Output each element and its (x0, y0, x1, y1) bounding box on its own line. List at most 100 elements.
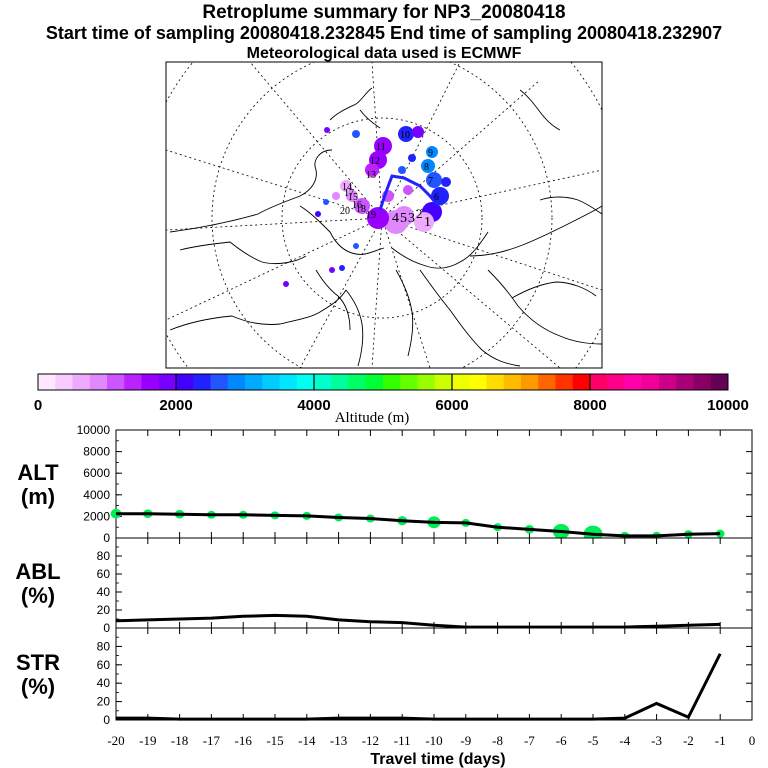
altitude-colorbar: 0 2000 4000 6000 8000 10000 (34, 373, 749, 414)
y-axis-unit: (%) (21, 583, 55, 608)
panel-alt: 0 2000 4000 6000 8000 10000 ALT(m) (17, 423, 753, 545)
map-label: 5 (400, 211, 407, 226)
colorbar-swatch (193, 374, 211, 390)
cluster-marker (398, 126, 414, 142)
x-tick-label: -17 (203, 733, 221, 748)
x-axis-label: Travel time (days) (370, 751, 505, 768)
colorbar-swatch (176, 374, 194, 390)
colorbar-swatch (624, 374, 643, 390)
series-line (115, 613, 721, 629)
colorbar-swatch (124, 374, 142, 390)
y-tick-label: 0 (103, 621, 110, 635)
map-label: 6 (434, 192, 439, 203)
x-tick-label: 0 (749, 733, 756, 748)
map-label: 20 (340, 206, 350, 217)
colorbar-swatch (693, 374, 712, 390)
colorbar-swatch (89, 374, 108, 390)
map-coastlines (169, 87, 602, 367)
colorbar-tick-label: 8000 (573, 397, 606, 414)
x-tick-label: -8 (492, 733, 503, 748)
colorbar-swatch (55, 374, 73, 390)
map-label: 14 (342, 182, 352, 193)
colorbar-swatch (383, 374, 401, 390)
sampling-time-line: Start time of sampling 20080418.232845 E… (45, 23, 723, 43)
y-axis-label: STR (16, 650, 60, 675)
y-tick-label: 20 (97, 695, 111, 709)
colorbar-swatch (348, 374, 367, 390)
colorbar-swatch (417, 374, 436, 390)
cluster-marker (421, 159, 435, 173)
colorbar-swatch (72, 374, 91, 390)
cluster-marker (384, 210, 408, 234)
map-label: 13 (366, 170, 376, 181)
x-tick-label: -12 (362, 733, 379, 748)
cluster-marker (315, 211, 321, 217)
map-label: 18 (356, 204, 366, 215)
map-label: 11 (376, 142, 386, 153)
colorbar-swatch (38, 374, 56, 390)
cluster-marker (403, 185, 413, 195)
y-tick-label: 40 (97, 585, 111, 599)
y-axis-unit: (%) (21, 674, 55, 699)
met-data-line: Meteorological data used is ECMWF (246, 45, 522, 62)
x-tick-label: -9 (460, 733, 471, 748)
map-label: 10 (400, 130, 410, 141)
x-tick-label: -14 (298, 733, 316, 748)
colorbar-swatch (452, 374, 470, 390)
x-tick-label: -4 (619, 733, 630, 748)
colorbar-swatch (314, 374, 332, 390)
y-tick-label: 60 (97, 658, 111, 672)
cluster-marker (323, 199, 329, 205)
x-tick-label: -20 (107, 733, 124, 748)
map-label: 8 (424, 162, 429, 173)
x-tick-label: -13 (330, 733, 347, 748)
y-axis-label: ABL (15, 559, 60, 584)
cluster-marker (340, 180, 352, 192)
cluster-marker (408, 154, 416, 162)
map-label: 3 (408, 211, 415, 226)
x-tick-label: -7 (524, 733, 535, 748)
colorbar-swatch (710, 374, 729, 390)
colorbar-swatch (210, 374, 229, 390)
cluster-marker (374, 137, 392, 155)
y-tick-label: 4000 (83, 488, 110, 502)
colorbar-swatch (521, 374, 539, 390)
map-label: 7 (428, 176, 433, 187)
cluster-marker (412, 126, 424, 138)
cluster-marker (414, 212, 434, 232)
colorbar-swatch (503, 374, 522, 390)
y-tick-label: 0 (103, 531, 110, 545)
trajectory-clusters (283, 126, 451, 287)
cluster-marker (339, 265, 345, 271)
cluster-marker (354, 198, 370, 214)
x-tick-label: -5 (588, 733, 599, 748)
colorbar-swatch (659, 374, 677, 390)
series-line (116, 512, 721, 538)
colorbar-tick-label: 0 (34, 397, 42, 414)
colorbar-swatch (590, 374, 608, 390)
y-tick-label: 60 (97, 567, 111, 581)
mean-trajectory-line (378, 174, 440, 211)
map-label: 17 (344, 188, 354, 199)
x-tick-label: -19 (139, 733, 156, 748)
colorbar-swatch (141, 374, 160, 390)
colorbar-tick-label: 2000 (159, 397, 192, 414)
x-tick-label: -2 (683, 733, 694, 748)
cluster-marker (329, 267, 335, 273)
x-tick-label: -10 (425, 733, 442, 748)
y-axis-unit: (m) (21, 484, 55, 509)
chart-title: Retroplume summary for NP3_20080418 (202, 2, 566, 23)
colorbar-tick-label: 10000 (707, 397, 749, 414)
series-line (116, 653, 722, 721)
y-tick-label: 40 (97, 676, 111, 690)
colorbar-swatch (107, 374, 125, 390)
colorbar-swatch (555, 374, 574, 390)
cluster-marker (367, 207, 389, 229)
colorbar-swatch (279, 374, 298, 390)
x-tick-label: -18 (171, 733, 188, 748)
y-tick-label: 10000 (77, 423, 111, 437)
trajectory-map: 11 12 13 14 15 16 17 18 19 20 1 2 3 4 5 … (165, 61, 603, 369)
travel-time-axis: -20 -19 -18 -17 -16 -15 -14 -13 -12 -11 -10 -9 -8 -7-… (107, 733, 755, 748)
map-labels: 11 12 13 14 15 16 17 18 19 20 1 2 3 4 5 … (340, 130, 439, 230)
y-tick-label: 8000 (83, 445, 110, 459)
